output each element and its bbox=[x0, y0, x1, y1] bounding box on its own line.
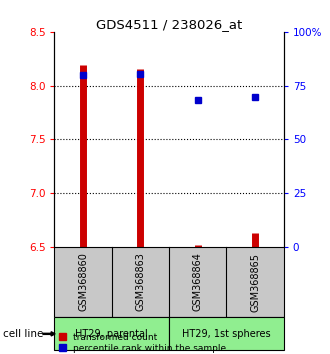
Text: GSM368865: GSM368865 bbox=[250, 252, 260, 312]
Legend: transformed count, percentile rank within the sample: transformed count, percentile rank withi… bbox=[59, 333, 226, 353]
Title: GDS4511 / 238026_at: GDS4511 / 238026_at bbox=[96, 18, 242, 31]
Bar bbox=[54, 317, 169, 350]
Text: GSM368863: GSM368863 bbox=[135, 253, 146, 312]
Text: HT29, 1st spheres: HT29, 1st spheres bbox=[182, 329, 271, 339]
Text: HT29, parental: HT29, parental bbox=[76, 329, 148, 339]
Bar bbox=[169, 317, 284, 350]
Text: GSM368864: GSM368864 bbox=[193, 253, 203, 312]
Text: cell line: cell line bbox=[3, 329, 44, 339]
Text: GSM368860: GSM368860 bbox=[78, 253, 88, 312]
